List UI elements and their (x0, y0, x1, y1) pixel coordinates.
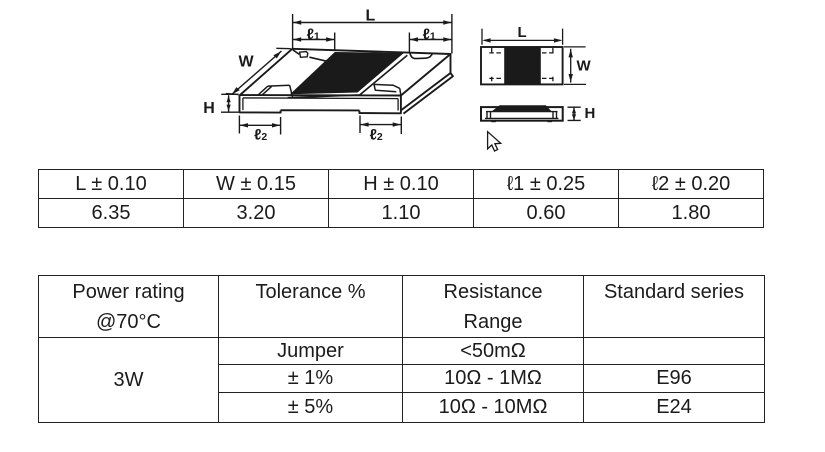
svg-text:W: W (239, 54, 255, 71)
svg-text:H: H (585, 105, 596, 122)
svg-text:ℓ2: ℓ2 (370, 126, 383, 143)
svg-text:ℓ1: ℓ1 (423, 26, 436, 43)
svg-text:L: L (518, 24, 527, 41)
svg-text:ℓ2: ℓ2 (254, 126, 267, 143)
svg-text:L: L (366, 7, 376, 24)
svg-text:H: H (203, 100, 215, 117)
svg-text:ℓ1: ℓ1 (307, 26, 320, 43)
svg-text:W: W (577, 57, 592, 74)
